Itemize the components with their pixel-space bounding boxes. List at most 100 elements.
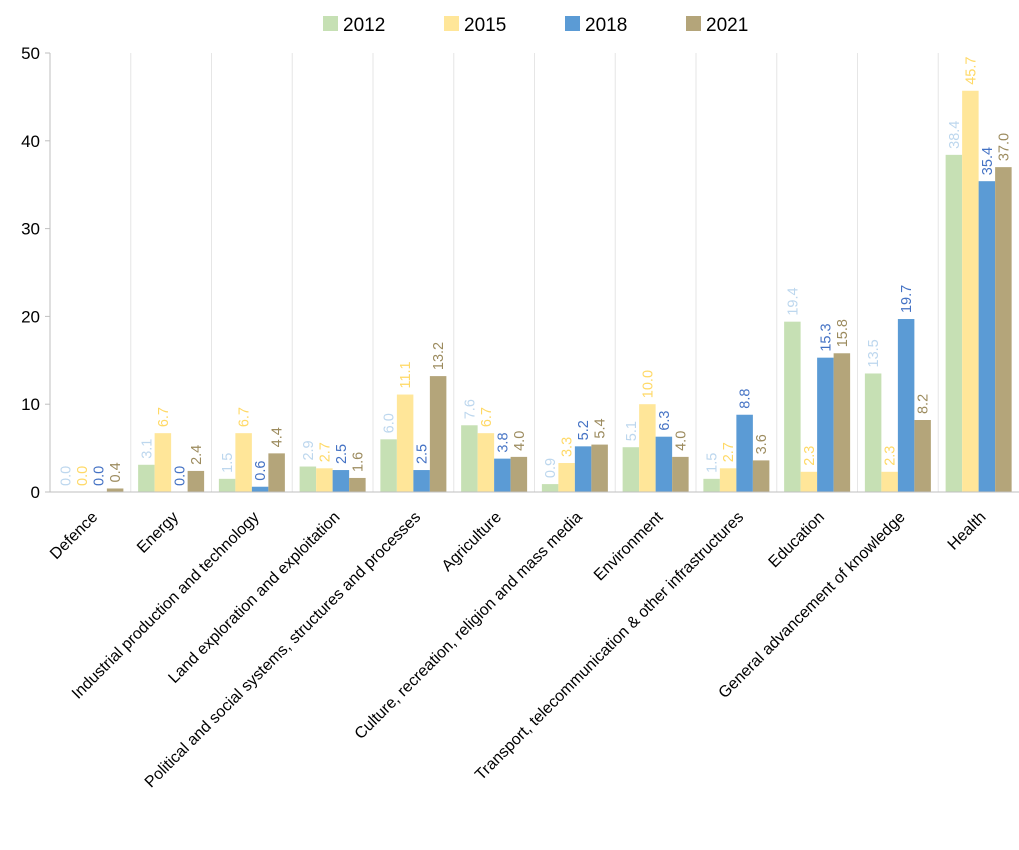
data-label: 13.2 — [431, 342, 447, 370]
bar — [268, 453, 285, 492]
data-label: 2.3 — [883, 446, 899, 466]
bar — [639, 404, 656, 492]
bar — [316, 468, 333, 492]
legend-swatch — [323, 16, 338, 31]
data-label: 4.4 — [270, 427, 286, 447]
bar — [995, 167, 1012, 492]
bar — [461, 425, 478, 492]
y-tick-label: 0 — [31, 483, 40, 502]
x-tick-label: Environment — [591, 508, 667, 584]
data-label: 1.5 — [705, 453, 721, 473]
bar — [703, 478, 720, 492]
legend-label: 2021 — [706, 15, 748, 36]
data-label: 13.5 — [866, 339, 882, 367]
data-label: 3.1 — [139, 439, 155, 459]
bar — [833, 353, 851, 492]
x-tick-label: Land exploration and exploitation — [165, 509, 343, 687]
bar — [558, 463, 575, 492]
data-label: 19.4 — [785, 287, 801, 315]
data-label: 5.1 — [624, 421, 640, 441]
bar — [914, 420, 931, 492]
bar — [541, 484, 559, 492]
legend-label: 2015 — [464, 15, 506, 36]
bar — [154, 433, 172, 492]
data-label: 4.0 — [512, 431, 528, 451]
bar — [299, 466, 317, 492]
bar — [672, 456, 689, 492]
bar — [864, 373, 882, 492]
bar — [962, 90, 979, 492]
bar — [655, 436, 673, 492]
data-label: 2.4 — [189, 445, 205, 465]
legend-swatch — [444, 16, 459, 31]
data-label: 2.5 — [415, 444, 431, 464]
data-label: 0.0 — [75, 466, 91, 486]
legend-swatch — [686, 16, 701, 31]
bar — [218, 478, 236, 492]
data-label: 38.4 — [947, 121, 963, 149]
data-label: 0.0 — [92, 466, 108, 486]
bar — [413, 470, 430, 492]
x-tick-label: General advancement of knowledge — [716, 509, 909, 702]
bar — [622, 447, 640, 492]
bar — [332, 470, 350, 492]
data-label: 6.7 — [156, 407, 172, 427]
data-label: 3.3 — [560, 437, 576, 457]
data-label: 7.6 — [462, 399, 478, 419]
data-label: 2.9 — [301, 440, 317, 460]
data-label: 15.8 — [835, 319, 851, 347]
bar — [591, 444, 608, 492]
legend: 2012 2015 2018 2021 — [323, 15, 748, 36]
bar — [752, 460, 770, 492]
data-label: 0.4 — [108, 462, 124, 482]
legend-swatch — [565, 16, 580, 31]
data-label: 0.0 — [59, 466, 75, 486]
data-label: 19.7 — [899, 285, 915, 313]
data-label: 2.7 — [721, 442, 737, 462]
bar — [477, 433, 495, 492]
data-label: 0.6 — [253, 461, 269, 481]
y-tick-label: 50 — [21, 44, 40, 63]
data-label: 2.7 — [317, 442, 333, 462]
data-label: 10.0 — [640, 370, 656, 398]
x-tick-label: Transport, telecommunication & other inf… — [472, 509, 747, 784]
bar — [396, 394, 414, 492]
data-label: 0.9 — [543, 458, 559, 478]
bar — [510, 456, 528, 492]
x-tick-label: Health — [945, 509, 990, 554]
x-tick-label: Energy — [134, 509, 182, 557]
bar — [106, 488, 124, 492]
y-tick-label: 40 — [21, 132, 40, 151]
bar — [187, 470, 205, 492]
data-label: 5.4 — [593, 418, 609, 438]
x-tick-label: Education — [766, 509, 828, 571]
bar — [897, 319, 915, 492]
bar — [881, 471, 898, 492]
x-tick-label: Defence — [47, 509, 101, 563]
data-label: 45.7 — [963, 57, 979, 85]
data-label: 4.0 — [673, 431, 689, 451]
bar — [574, 446, 592, 492]
data-label: 6.7 — [237, 407, 253, 427]
bar — [380, 439, 397, 492]
y-tick-label: 30 — [21, 220, 40, 239]
bar — [349, 477, 366, 492]
data-label: 11.1 — [398, 361, 414, 388]
bar — [817, 357, 834, 492]
data-label: 8.2 — [916, 394, 932, 414]
data-label: 6.0 — [382, 413, 398, 433]
data-label: 15.3 — [818, 323, 834, 351]
legend-label: 2018 — [585, 15, 627, 36]
bar — [494, 458, 511, 492]
bar — [978, 181, 996, 493]
data-label: 5.2 — [576, 420, 592, 440]
data-label: 8.8 — [738, 389, 754, 409]
data-label: 6.3 — [657, 411, 673, 431]
data-label: 37.0 — [996, 133, 1012, 161]
y-tick-label: 10 — [21, 395, 40, 414]
data-label: 3.6 — [754, 434, 770, 454]
bar — [736, 414, 753, 492]
data-label: 2.3 — [802, 446, 818, 466]
data-label: 6.7 — [479, 407, 495, 427]
